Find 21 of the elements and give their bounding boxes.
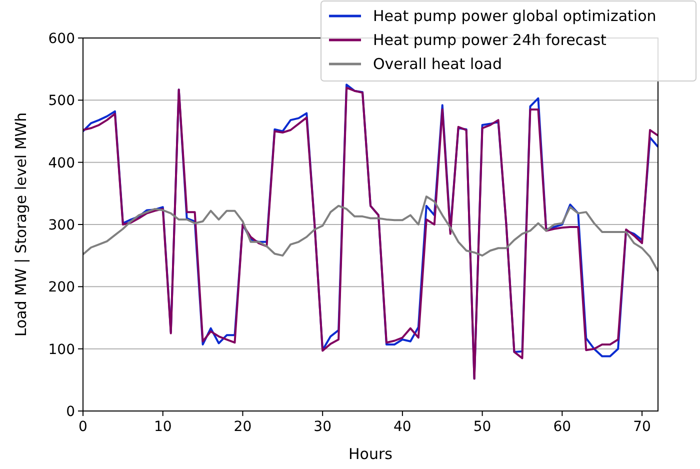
x-tick-label: 10 (154, 419, 172, 435)
y-tick-label: 200 (48, 280, 75, 296)
x-tick-label: 40 (394, 419, 412, 435)
x-tick-label: 50 (473, 419, 492, 435)
y-tick-label: 600 (48, 31, 75, 47)
y-tick-label: 400 (48, 155, 75, 172)
x-tick-label: 30 (314, 419, 332, 435)
x-tick-label: 60 (553, 419, 572, 435)
legend-label: Heat pump power 24h forecast (373, 31, 607, 49)
legend-label: Overall heat load (373, 55, 502, 73)
line-series (82, 196, 659, 272)
legend-label: Heat pump power global optimization (373, 7, 656, 25)
x-tick-label: 0 (78, 419, 88, 435)
y-axis-title: Load MW | Storage level MWh (12, 112, 30, 337)
y-tick-label: 500 (48, 93, 75, 110)
x-axis-title: Hours (348, 445, 393, 463)
x-tick-label: 20 (234, 419, 252, 435)
y-tick-label: 300 (48, 218, 75, 234)
y-tick-label: 0 (66, 404, 75, 420)
x-tick-label: 70 (633, 419, 651, 435)
y-tick-label: 100 (48, 342, 75, 358)
